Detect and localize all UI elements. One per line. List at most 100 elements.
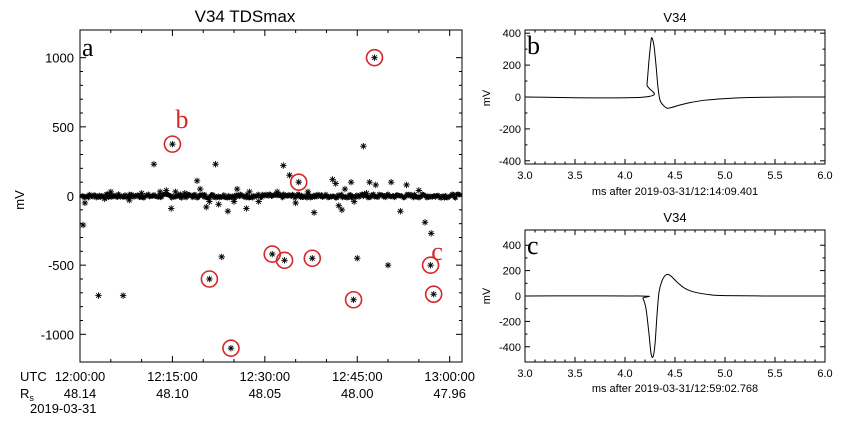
scatter-point xyxy=(243,205,250,212)
scatter-point xyxy=(350,198,358,205)
panel-a-xtick-utc: 12:45:00 xyxy=(332,369,383,384)
panel-a-xtick-rs: 48.05 xyxy=(249,386,282,401)
panel-b-label: b xyxy=(527,31,540,60)
panel-a-annotation-c: c xyxy=(431,237,443,266)
highlight-circle xyxy=(275,251,294,270)
panel-a-xtick-rs: 47.96 xyxy=(433,386,466,401)
panel-a-xtick-utc: 12:00:00 xyxy=(55,369,106,384)
panel-a-xticks: 12:00:00 48.14 12:15:00 48.10 12:30:00 48.05 1… xyxy=(55,30,475,401)
panel-c-xtick-label: 6.0 xyxy=(817,368,832,380)
highlight-circle xyxy=(289,173,308,191)
panel-a-xtick-utc: 12:30:00 xyxy=(240,369,291,384)
scatter-point xyxy=(397,208,404,215)
panel-b-ytick-label: 0 xyxy=(515,92,521,104)
scatter-point xyxy=(341,185,349,193)
panel-a-date: 2019-03-31 xyxy=(30,401,97,416)
scatter-point xyxy=(387,178,395,186)
scatter-point xyxy=(119,292,127,299)
circled-point xyxy=(206,275,213,283)
band-point xyxy=(393,193,399,200)
panel-a-yticks: -1000 -500 0 500 1000 xyxy=(41,51,462,342)
scatter-point xyxy=(230,198,238,205)
panel-a-xtick-utc: 12:15:00 xyxy=(147,369,198,384)
scatter-point xyxy=(107,188,115,196)
scatter-point xyxy=(126,196,133,204)
panel-c-series-line xyxy=(524,273,826,358)
circled-point xyxy=(227,344,235,352)
panel-a-label: a xyxy=(82,33,94,62)
scatter-point xyxy=(366,178,373,186)
scatter-point xyxy=(335,202,342,209)
scatter-point xyxy=(218,253,225,261)
panel-a-xrow-utc-label: UTC xyxy=(20,369,47,384)
scatter-point xyxy=(360,143,367,150)
circled-point xyxy=(269,250,276,258)
panel-c-xtick-label: 5.0 xyxy=(717,368,732,380)
circled-point xyxy=(430,291,437,298)
panel-b-xtick-label: 5.5 xyxy=(767,170,782,182)
scatter-point xyxy=(338,206,346,214)
scatter-point xyxy=(215,201,222,208)
panel-a-xtick-rs: 48.00 xyxy=(341,386,374,401)
panel-c-xtick-label: 5.5 xyxy=(767,368,782,380)
scatter-point xyxy=(347,178,355,186)
scatter-point xyxy=(286,172,293,179)
scatter-point xyxy=(172,188,179,196)
panel-b-title: V34 xyxy=(663,10,686,25)
scatter-point xyxy=(304,188,312,196)
highlight-circle xyxy=(200,270,219,288)
panel-b-ytick-label: -400 xyxy=(499,156,521,168)
panel-b-ytick-label: 400 xyxy=(503,28,521,40)
panel-b-xtick-label: 4.5 xyxy=(667,170,682,182)
panel-a-xtick-rs: 48.14 xyxy=(64,386,97,401)
panel-c-label: c xyxy=(527,231,539,260)
panel-c-ytick-label: 400 xyxy=(503,240,521,252)
scatter-point xyxy=(233,185,241,193)
panel-a-scatter: V34 TDSmax a mV -1000 -500 0 500 1000 12:00:… xyxy=(12,7,475,416)
circled-point xyxy=(281,257,288,264)
highlight-circle xyxy=(344,290,363,309)
scatter-point xyxy=(280,162,287,169)
panel-a-annotation-b: b xyxy=(176,105,189,134)
scatter-point xyxy=(181,190,188,197)
scatter-point xyxy=(246,188,253,196)
scatter-point xyxy=(329,176,336,183)
panel-a-circled-points xyxy=(163,48,443,357)
scatter-point xyxy=(101,195,108,202)
panel-b-xtick-label: 4.0 xyxy=(617,170,632,182)
scatter-point xyxy=(193,177,201,184)
panel-c-title: V34 xyxy=(663,210,686,225)
scatter-point xyxy=(156,188,164,196)
panel-a-xtick-utc: 13:00:00 xyxy=(424,369,475,384)
panel-a-title: V34 TDSmax xyxy=(195,7,296,26)
panel-c-ytick-label: -200 xyxy=(499,316,521,328)
band-point xyxy=(457,192,463,198)
panel-b-xtick-label: 3.0 xyxy=(517,170,532,182)
panel-c-xlabel: ms after 2019-03-31/12:59:02.768 xyxy=(592,383,758,395)
scatter-point xyxy=(224,208,232,215)
panel-a-ytick-label: 0 xyxy=(67,189,74,204)
panel-b-series-line xyxy=(524,37,826,109)
scatter-point xyxy=(138,190,145,197)
panel-b-xtick-label: 6.0 xyxy=(817,170,832,182)
panel-a-xtick-rs: 48.10 xyxy=(156,386,189,401)
highlight-circle xyxy=(421,256,440,274)
scatter-point xyxy=(363,190,370,197)
scatter-point xyxy=(415,187,423,194)
scatter-point xyxy=(206,198,213,205)
scatter-point xyxy=(292,199,299,207)
panel-b-ytick-label: 200 xyxy=(503,60,521,72)
circled-point xyxy=(371,54,378,61)
panel-a-points xyxy=(79,143,435,299)
scatter-point xyxy=(167,205,175,212)
circled-point xyxy=(309,255,316,262)
scatter-point xyxy=(403,181,410,189)
circled-point xyxy=(350,296,357,303)
scatter-point xyxy=(255,198,262,205)
scatter-point xyxy=(203,203,210,211)
panel-c-xtick-label: 4.5 xyxy=(667,368,682,380)
scatter-point xyxy=(196,185,204,193)
panel-c-xtick-label: 3.0 xyxy=(517,368,532,380)
scatter-point xyxy=(310,209,318,216)
